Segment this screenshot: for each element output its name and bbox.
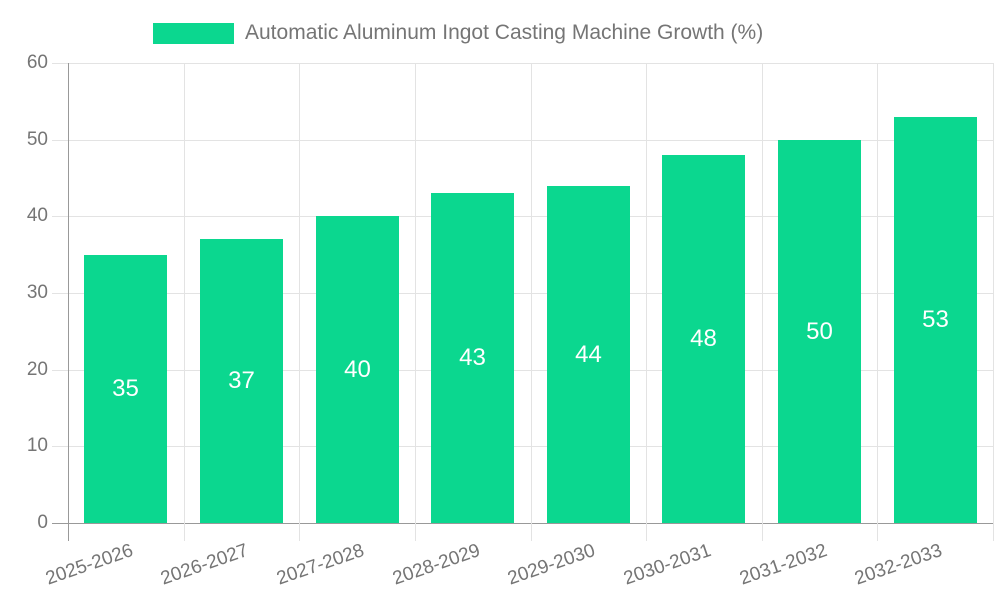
gridline-vertical: [415, 63, 416, 541]
gridline-vertical: [531, 63, 532, 541]
gridline-vertical: [299, 63, 300, 541]
bar[interactable]: [662, 155, 745, 523]
x-axis-label: 2030-2031: [621, 540, 714, 590]
gridline-vertical: [877, 63, 878, 541]
bar[interactable]: [894, 117, 977, 523]
bar-value-label: 53: [922, 306, 949, 333]
x-axis-label: 2029-2030: [505, 540, 598, 590]
bar[interactable]: [316, 216, 399, 523]
y-axis-label: 20: [26, 359, 48, 380]
gridline-horizontal: [52, 216, 993, 217]
x-axis-label: 2032-2033: [852, 540, 945, 590]
chart-legend[interactable]: Automatic Aluminum Ingot Casting Machine…: [153, 21, 763, 45]
y-axis-line: [68, 63, 69, 541]
gridline-vertical: [993, 63, 994, 541]
x-axis-label: 2028-2029: [390, 540, 483, 590]
gridline-horizontal: [52, 63, 993, 64]
y-axis-label: 50: [26, 129, 48, 150]
bar-value-label: 40: [344, 356, 371, 383]
gridline-horizontal: [52, 446, 993, 447]
bar-value-label: 48: [690, 325, 717, 352]
bar[interactable]: [431, 193, 514, 523]
bar[interactable]: [547, 186, 630, 523]
y-axis-label: 10: [26, 435, 48, 456]
bar[interactable]: [778, 140, 861, 523]
legend-swatch-icon: [153, 22, 234, 44]
gridline-vertical: [762, 63, 763, 541]
y-axis-label: 30: [26, 282, 48, 303]
gridline-horizontal: [52, 370, 993, 371]
y-axis-label: 40: [26, 205, 48, 226]
gridline-horizontal: [52, 293, 993, 294]
bar-value-label: 44: [575, 341, 602, 368]
y-axis-label: 60: [26, 52, 48, 73]
x-axis-line: [52, 523, 993, 524]
gridline-vertical: [646, 63, 647, 541]
legend-label: Automatic Aluminum Ingot Casting Machine…: [245, 21, 764, 44]
x-axis-label: 2031-2032: [737, 540, 830, 590]
gridline-vertical: [184, 63, 185, 541]
bar-value-label: 43: [459, 344, 486, 371]
bar-value-label: 37: [228, 367, 255, 394]
bar-value-label: 35: [112, 375, 139, 402]
bar[interactable]: [84, 255, 167, 523]
x-axis-label: 2025-2026: [43, 540, 136, 590]
y-axis-label: 0: [37, 512, 48, 533]
bar[interactable]: [200, 239, 283, 523]
gridline-horizontal: [52, 140, 993, 141]
bar-value-label: 50: [806, 318, 833, 345]
x-axis-label: 2026-2027: [158, 540, 251, 590]
x-axis-label: 2027-2028: [274, 540, 367, 590]
